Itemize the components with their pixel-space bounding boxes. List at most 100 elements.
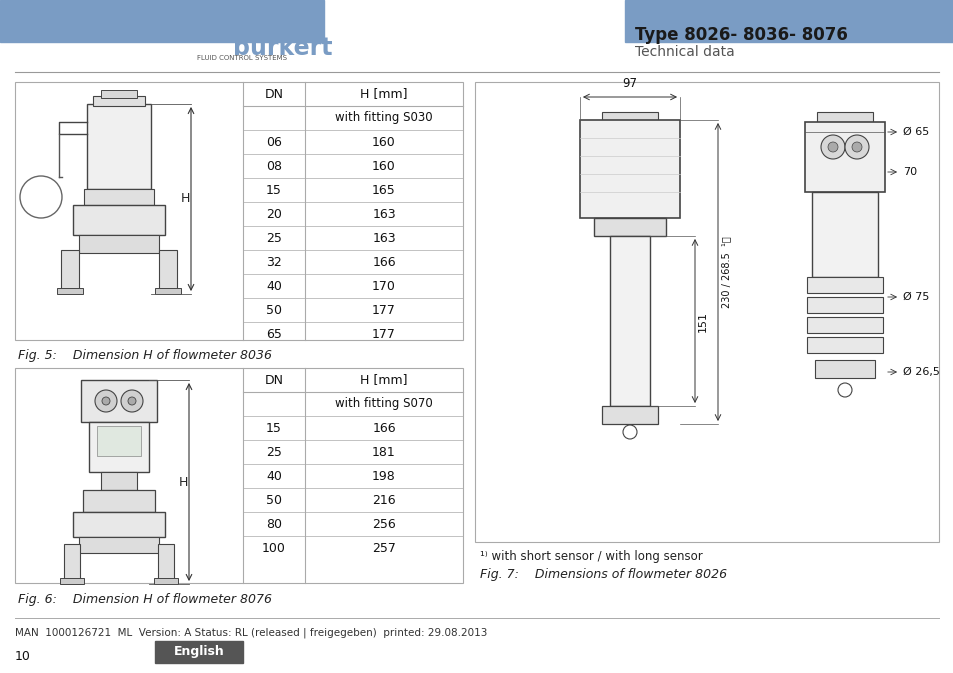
Bar bbox=[806, 277, 882, 293]
Text: DN: DN bbox=[264, 374, 283, 386]
Circle shape bbox=[121, 390, 143, 412]
Bar bbox=[811, 192, 877, 277]
Text: Ø 65: Ø 65 bbox=[902, 127, 928, 137]
Text: Fig. 6:    Dimension H of flowmeter 8076: Fig. 6: Dimension H of flowmeter 8076 bbox=[18, 592, 272, 606]
Bar bbox=[60, 578, 84, 584]
Text: DN: DN bbox=[264, 87, 283, 100]
Circle shape bbox=[102, 397, 110, 405]
Text: 80: 80 bbox=[266, 518, 282, 530]
Text: Type 8026- 8036- 8076: Type 8026- 8036- 8076 bbox=[635, 26, 847, 44]
Text: 32: 32 bbox=[266, 256, 281, 269]
Bar bbox=[101, 472, 137, 490]
Text: 216: 216 bbox=[372, 493, 395, 507]
Text: H [mm]: H [mm] bbox=[360, 87, 407, 100]
Bar bbox=[806, 297, 882, 313]
Text: 256: 256 bbox=[372, 518, 395, 530]
Text: 100: 100 bbox=[262, 542, 286, 555]
Text: 06: 06 bbox=[266, 135, 282, 149]
Text: Fig. 5:    Dimension H of flowmeter 8036: Fig. 5: Dimension H of flowmeter 8036 bbox=[18, 349, 272, 363]
Bar bbox=[609, 236, 649, 406]
Bar bbox=[198, 18, 226, 22]
Bar bbox=[57, 288, 83, 294]
Text: 177: 177 bbox=[372, 328, 395, 341]
Bar bbox=[806, 337, 882, 353]
Text: Fig. 7:    Dimensions of flowmeter 8026: Fig. 7: Dimensions of flowmeter 8026 bbox=[479, 568, 726, 581]
Text: 40: 40 bbox=[266, 470, 282, 483]
Bar bbox=[806, 317, 882, 333]
Bar bbox=[0, 0, 324, 42]
Circle shape bbox=[837, 383, 851, 397]
Text: FLUID CONTROL SYSTEMS: FLUID CONTROL SYSTEMS bbox=[196, 55, 287, 61]
Circle shape bbox=[827, 142, 837, 152]
Bar bbox=[61, 250, 79, 290]
Text: H: H bbox=[179, 476, 188, 489]
Bar bbox=[579, 120, 679, 218]
Bar bbox=[601, 406, 658, 424]
Text: 151: 151 bbox=[698, 310, 707, 332]
Text: 198: 198 bbox=[372, 470, 395, 483]
Text: 163: 163 bbox=[372, 207, 395, 221]
Text: 25: 25 bbox=[266, 446, 282, 458]
Bar bbox=[816, 112, 872, 122]
Text: 163: 163 bbox=[372, 232, 395, 244]
Bar bbox=[159, 250, 177, 290]
Bar bbox=[64, 544, 80, 580]
Text: 65: 65 bbox=[266, 328, 282, 341]
Text: 08: 08 bbox=[266, 160, 282, 172]
Text: 257: 257 bbox=[372, 542, 395, 555]
Text: 230 / 268.5  ¹⧠: 230 / 268.5 ¹⧠ bbox=[720, 236, 730, 308]
Text: 10: 10 bbox=[15, 650, 30, 663]
Text: with fitting S070: with fitting S070 bbox=[335, 398, 433, 411]
Bar bbox=[101, 90, 137, 98]
Bar bbox=[230, 18, 282, 22]
Text: 40: 40 bbox=[266, 279, 282, 293]
Bar bbox=[79, 235, 159, 253]
Text: 181: 181 bbox=[372, 446, 395, 458]
Text: English: English bbox=[173, 645, 224, 658]
Text: 165: 165 bbox=[372, 184, 395, 197]
Bar bbox=[73, 205, 165, 235]
Bar bbox=[81, 380, 157, 422]
Bar bbox=[814, 360, 874, 378]
Text: MAN  1000126721  ML  Version: A Status: RL (released | freigegeben)  printed: 29: MAN 1000126721 ML Version: A Status: RL … bbox=[15, 628, 487, 639]
Text: 160: 160 bbox=[372, 135, 395, 149]
Bar bbox=[154, 288, 181, 294]
Text: bürkert: bürkert bbox=[233, 36, 333, 60]
Text: 70: 70 bbox=[902, 167, 916, 177]
Bar bbox=[97, 426, 141, 456]
Circle shape bbox=[95, 390, 117, 412]
Circle shape bbox=[128, 397, 136, 405]
Text: 97: 97 bbox=[622, 77, 637, 90]
Text: 177: 177 bbox=[372, 304, 395, 316]
Circle shape bbox=[851, 142, 862, 152]
Text: 50: 50 bbox=[266, 493, 282, 507]
Circle shape bbox=[844, 135, 868, 159]
Bar bbox=[73, 512, 165, 537]
Text: H [mm]: H [mm] bbox=[360, 374, 407, 386]
Bar bbox=[158, 544, 173, 580]
Bar bbox=[87, 104, 151, 189]
Bar bbox=[15, 82, 462, 340]
Text: with fitting S030: with fitting S030 bbox=[335, 112, 433, 125]
Text: 166: 166 bbox=[372, 421, 395, 435]
Text: 15: 15 bbox=[266, 421, 282, 435]
Bar bbox=[594, 218, 665, 236]
Bar bbox=[601, 112, 658, 120]
Circle shape bbox=[821, 135, 844, 159]
Bar bbox=[79, 537, 159, 553]
Bar bbox=[153, 578, 178, 584]
Bar bbox=[84, 189, 153, 205]
Bar bbox=[286, 18, 295, 22]
Text: Ø 26,5: Ø 26,5 bbox=[902, 367, 939, 377]
Bar bbox=[15, 368, 462, 583]
Bar bbox=[475, 82, 938, 542]
Text: 166: 166 bbox=[372, 256, 395, 269]
Text: 15: 15 bbox=[266, 184, 282, 197]
Text: 160: 160 bbox=[372, 160, 395, 172]
Circle shape bbox=[622, 425, 637, 439]
Bar bbox=[154, 641, 243, 663]
Bar bbox=[624, 0, 953, 42]
Text: Ø 75: Ø 75 bbox=[902, 292, 928, 302]
Bar bbox=[92, 96, 145, 106]
Bar bbox=[804, 122, 884, 192]
